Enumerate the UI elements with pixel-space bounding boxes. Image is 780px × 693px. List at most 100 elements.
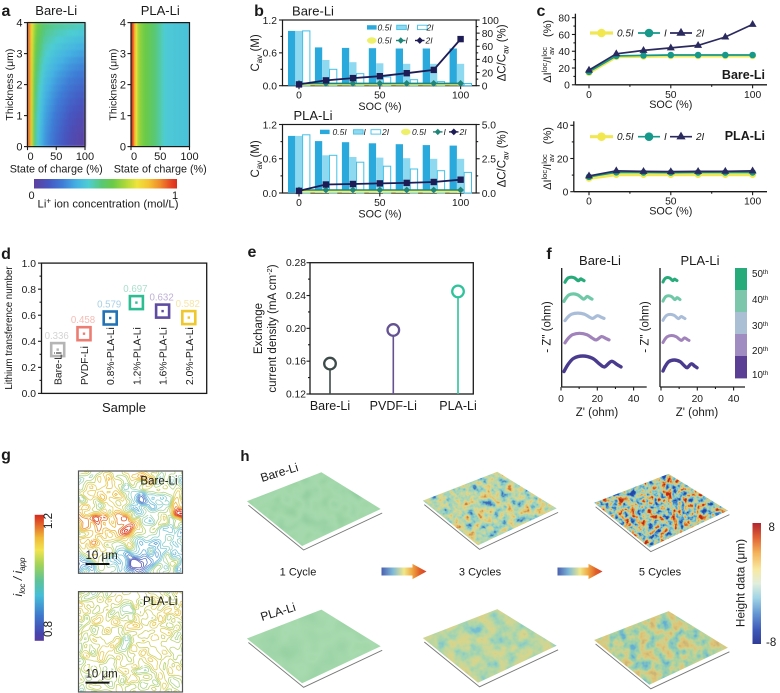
svg-text:0.697: 0.697 xyxy=(123,284,147,295)
svg-text:3: 3 xyxy=(120,48,126,60)
svg-text:0.2: 0.2 xyxy=(22,363,37,374)
svg-text:1 Cycle: 1 Cycle xyxy=(280,567,317,579)
svg-text:PVDF-Li: PVDF-Li xyxy=(370,399,417,413)
svg-text:0.8: 0.8 xyxy=(22,285,37,296)
svg-text:PLA-Li: PLA-Li xyxy=(725,129,765,143)
svg-text:100: 100 xyxy=(452,198,469,209)
svg-text:0.6: 0.6 xyxy=(22,311,37,322)
svg-text:ΔC/Cav (%): ΔC/Cav (%) xyxy=(497,24,511,81)
svg-text:40: 40 xyxy=(557,121,569,132)
svg-text:0.16: 0.16 xyxy=(286,357,306,368)
svg-text:1: 1 xyxy=(120,110,126,122)
svg-text:Lithium transference number: Lithium transference number xyxy=(4,266,15,390)
svg-text:0: 0 xyxy=(28,190,34,202)
svg-text:0: 0 xyxy=(27,151,33,163)
svg-text:SOC (%): SOC (%) xyxy=(649,99,692,111)
svg-text:-8: -8 xyxy=(766,637,776,649)
svg-text:Bare-Li: Bare-Li xyxy=(579,253,621,268)
svg-text:SOC (%): SOC (%) xyxy=(649,206,692,218)
svg-text:0.579: 0.579 xyxy=(97,299,121,310)
svg-text:40: 40 xyxy=(558,47,570,58)
svg-text:50: 50 xyxy=(154,151,166,163)
svg-text:40th: 40th xyxy=(752,295,769,307)
svg-text:I: I xyxy=(444,127,447,137)
svg-text:100: 100 xyxy=(744,90,761,101)
svg-text:Bare-Li: Bare-Li xyxy=(54,352,65,385)
svg-text:50: 50 xyxy=(665,90,677,101)
svg-text:4: 4 xyxy=(16,17,22,29)
svg-text:0.632: 0.632 xyxy=(149,293,173,304)
svg-text:0.582: 0.582 xyxy=(176,299,200,310)
svg-text:20: 20 xyxy=(592,394,604,405)
svg-text:8: 8 xyxy=(769,522,775,534)
svg-text:20: 20 xyxy=(557,154,569,165)
svg-text:0: 0 xyxy=(296,198,302,209)
svg-text:0: 0 xyxy=(120,141,126,153)
svg-text:0: 0 xyxy=(482,82,488,93)
svg-text:10 μm: 10 μm xyxy=(86,669,118,681)
svg-text:0.458: 0.458 xyxy=(71,315,95,326)
svg-text:3 Cycles: 3 Cycles xyxy=(459,567,502,579)
svg-text:20: 20 xyxy=(558,64,570,75)
svg-text:2: 2 xyxy=(120,79,126,91)
svg-text:Bare-Li: Bare-Li xyxy=(140,476,177,488)
svg-text:Sample: Sample xyxy=(102,400,146,415)
svg-text:0.5I: 0.5I xyxy=(617,29,634,40)
svg-text:- Z" (ohm): - Z" (ohm) xyxy=(640,301,652,353)
svg-text:2.5: 2.5 xyxy=(482,155,497,166)
svg-text:Bare-Li: Bare-Li xyxy=(310,399,350,413)
svg-text:5.0: 5.0 xyxy=(482,120,497,131)
svg-text:Cav (M): Cav (M) xyxy=(250,140,264,177)
svg-text:a: a xyxy=(2,3,11,20)
svg-text:Bare-Li: Bare-Li xyxy=(35,3,77,18)
svg-text:0.4: 0.4 xyxy=(22,337,37,348)
svg-text:50th: 50th xyxy=(752,269,769,281)
svg-text:0.6: 0.6 xyxy=(263,49,278,60)
svg-text:5 Cycles: 5 Cycles xyxy=(639,567,682,579)
svg-text:current density (mA cm-2): current density (mA cm-2) xyxy=(265,264,280,392)
svg-text:Z' (ohm): Z' (ohm) xyxy=(576,407,619,419)
svg-text:0.12: 0.12 xyxy=(286,390,306,401)
svg-text:50: 50 xyxy=(374,198,386,209)
svg-text:I: I xyxy=(406,36,409,46)
svg-text:10th: 10th xyxy=(752,370,769,382)
svg-text:ΔIloc/Ilocav (%): ΔIloc/Ilocav (%) xyxy=(540,127,556,190)
svg-text:State of charge (%): State of charge (%) xyxy=(10,164,103,176)
svg-text:50: 50 xyxy=(665,197,677,208)
svg-text:1.2: 1.2 xyxy=(43,513,55,529)
svg-text:0: 0 xyxy=(586,90,592,101)
svg-text:80: 80 xyxy=(482,29,494,40)
svg-text:PVDF-Li: PVDF-Li xyxy=(80,346,91,385)
svg-text:0: 0 xyxy=(558,394,564,405)
svg-text:0: 0 xyxy=(16,141,22,153)
svg-text:State of charge (%): State of charge (%) xyxy=(114,164,207,176)
svg-text:2I: 2I xyxy=(425,36,434,46)
svg-text:Bare-Li: Bare-Li xyxy=(722,68,765,82)
svg-text:PLA-Li: PLA-Li xyxy=(141,3,180,18)
svg-text:0.5I: 0.5I xyxy=(333,127,348,137)
svg-text:1: 1 xyxy=(172,190,178,202)
svg-text:Bare-Li: Bare-Li xyxy=(292,4,334,19)
svg-text:50: 50 xyxy=(50,151,62,163)
svg-text:2I: 2I xyxy=(381,127,390,137)
svg-text:SOC (%): SOC (%) xyxy=(358,101,401,113)
svg-text:Height data (μm): Height data (μm) xyxy=(734,539,748,627)
svg-text:2I: 2I xyxy=(695,132,705,143)
svg-text:100: 100 xyxy=(76,151,94,163)
svg-text:Li+ ion concentration (mol/L): Li+ ion concentration (mol/L) xyxy=(38,196,179,211)
svg-text:20th: 20th xyxy=(752,346,769,358)
svg-text:1.2%-PLA-Li: 1.2%-PLA-Li xyxy=(132,327,143,385)
svg-text:I: I xyxy=(407,22,410,32)
svg-text:2: 2 xyxy=(16,79,22,91)
svg-text:0.0: 0.0 xyxy=(263,189,278,200)
svg-text:2I: 2I xyxy=(426,22,435,32)
svg-text:0: 0 xyxy=(131,151,137,163)
svg-text:2I: 2I xyxy=(459,127,468,137)
svg-text:- Z" (ohm): - Z" (ohm) xyxy=(542,301,554,353)
svg-text:g: g xyxy=(1,447,11,464)
svg-text:100: 100 xyxy=(452,91,469,102)
svg-text:d: d xyxy=(1,246,11,263)
svg-text:e: e xyxy=(248,244,257,261)
svg-text:50: 50 xyxy=(374,91,386,102)
svg-text:0.20: 0.20 xyxy=(286,324,306,335)
